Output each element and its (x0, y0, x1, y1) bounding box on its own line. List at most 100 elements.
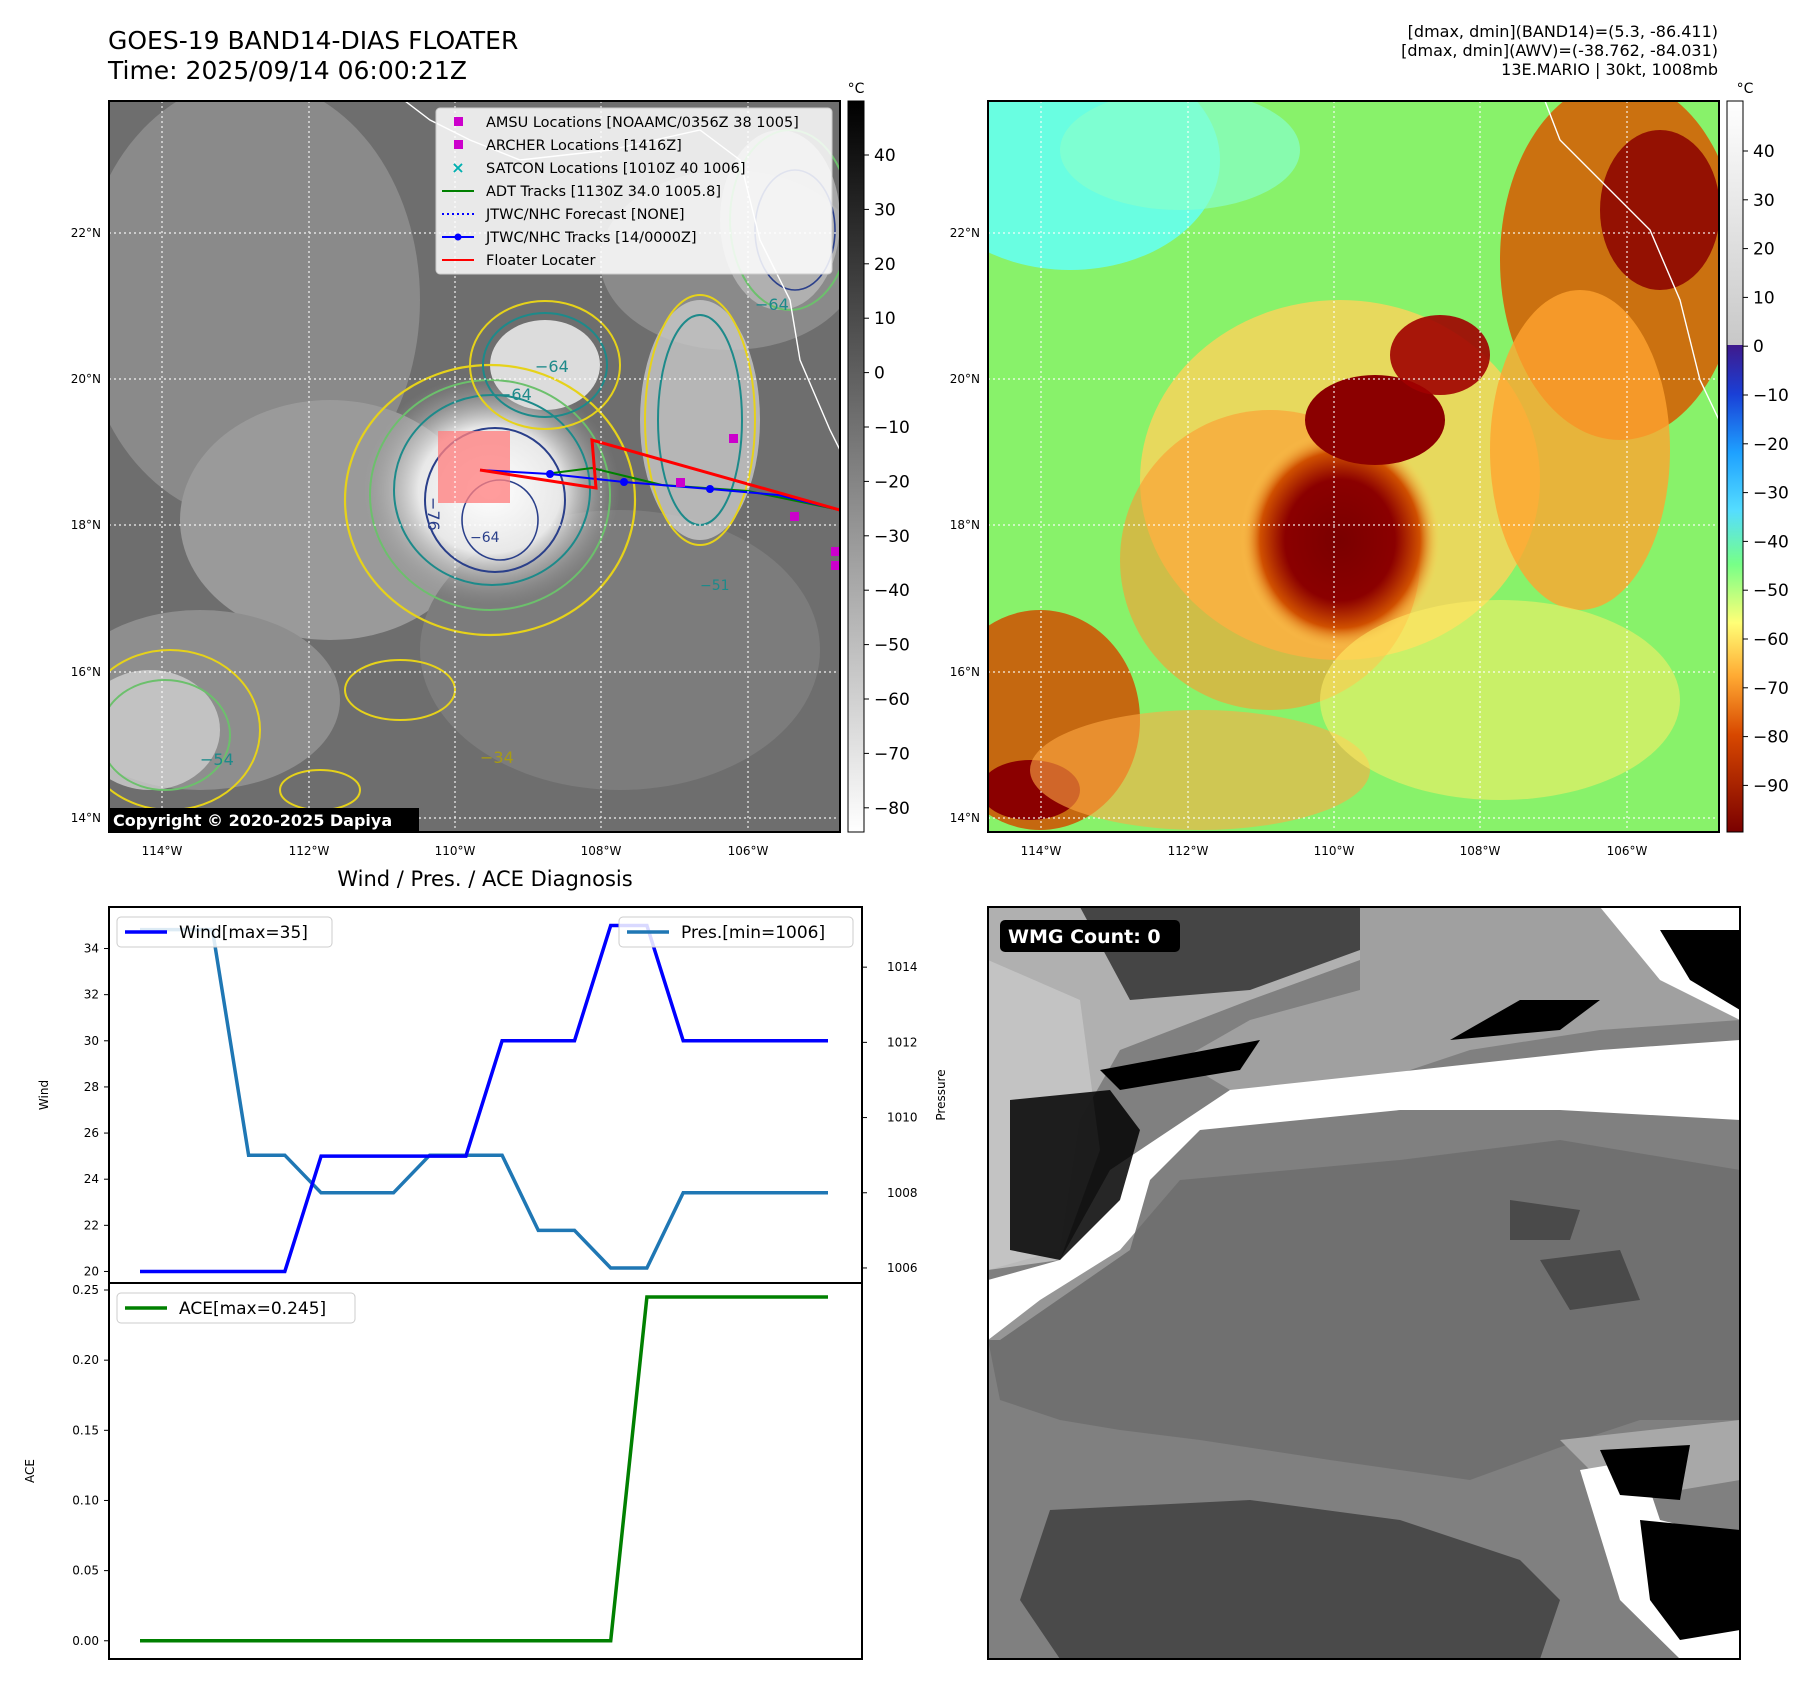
ace-tick-label: 0.20 (72, 1353, 99, 1367)
title-line-1: GOES-19 BAND14-DIAS FLOATER (108, 26, 519, 55)
colorbar-tick-label: 20 (1753, 240, 1775, 260)
wind-tick-label: 30 (84, 1034, 99, 1048)
lon-label: 114°W (1021, 844, 1062, 858)
legend-entry: Floater Locater (442, 253, 595, 269)
wind-tick-label: 22 (84, 1218, 99, 1232)
wind-tick-label: 28 (84, 1080, 99, 1094)
ace-tick-label: 0.15 (72, 1423, 99, 1437)
legend-entry: JTWC/NHC Forecast [NONE] (442, 207, 685, 223)
legend-marker: × (451, 158, 464, 177)
colorbar-tick-label: −30 (874, 527, 910, 547)
lat-label: 22°N (71, 226, 101, 240)
colorbar-tick-label: −60 (1753, 630, 1789, 650)
stats-line-2: [dmax, dmin](AWV)=(-38.762, -84.031) (1401, 41, 1718, 60)
colorbar-tick-label: 0 (1753, 337, 1764, 357)
pressure-axis-label: Pressure (934, 1069, 948, 1120)
pressure-tick-label: 1012 (887, 1035, 918, 1049)
legend-label: Pres.[min=1006] (681, 923, 825, 943)
awv-colorbar-lower (1727, 345, 1743, 832)
wind-tick-label: 24 (84, 1172, 99, 1186)
lon-label: 110°W (1314, 844, 1355, 858)
legend-label: Floater Locater (486, 253, 595, 269)
contour-label: −76 (424, 497, 443, 531)
colorbar-tick-label: −50 (1753, 581, 1789, 601)
colorbar-tick-label: −20 (1753, 435, 1789, 455)
awv-colorbar-unit: °C (1737, 81, 1754, 97)
wind-tick-label: 20 (84, 1264, 99, 1278)
colorbar-tick-label: −80 (874, 799, 910, 819)
lon-label: 112°W (1168, 844, 1209, 858)
colorbar-tick-label: −60 (874, 690, 910, 710)
ir-colorbar-unit: °C (848, 81, 865, 97)
contour-label: −64 (470, 530, 500, 546)
colorbar-tick-label: −20 (874, 472, 910, 492)
lat-label: 18°N (950, 518, 980, 532)
legend-label: JTWC/NHC Forecast [NONE] (485, 207, 685, 223)
colorbar-tick-label: 30 (874, 200, 896, 220)
colorbar-tick-label: 40 (874, 146, 896, 166)
lon-label: 108°W (1460, 844, 1501, 858)
colorbar-tick-label: 20 (874, 255, 896, 275)
lon-label: 108°W (581, 844, 622, 858)
stats-line-3: 13E.MARIO | 30kt, 1008mb (1501, 60, 1718, 79)
pressure-tick-label: 1008 (887, 1186, 918, 1200)
colorbar-tick-label: −70 (874, 744, 910, 764)
lon-label: 112°W (289, 844, 330, 858)
ir-legend: AMSU Locations [NOAAMC/0356Z 38 1005] ARC… (435, 107, 833, 275)
lat-label: 20°N (71, 372, 101, 386)
lon-label: 106°W (1607, 844, 1648, 858)
pressure-tick-label: 1006 (887, 1261, 918, 1275)
legend-label: JTWC/NHC Tracks [14/0000Z] (485, 230, 697, 246)
legend-entry: × SATCON Locations [1010Z 40 1006] (451, 158, 745, 177)
legend-box (116, 916, 333, 948)
lat-label: 22°N (950, 226, 980, 240)
ace-axes (108, 1282, 863, 1660)
pressure-tick-label: 1010 (887, 1111, 918, 1125)
stats-header: [dmax, dmin](BAND14)=(5.3, -86.411) [dma… (1401, 22, 1718, 79)
colorbar-tick-label: −40 (1753, 532, 1789, 552)
ace-tick-label: 0.25 (72, 1283, 99, 1297)
ir-colorbar (847, 100, 865, 833)
colorbar-tick-label: −80 (1753, 728, 1789, 748)
wmg-image (988, 907, 1740, 1659)
wind-axis-label: Wind (37, 1080, 51, 1110)
wind-tick-label: 34 (84, 942, 99, 956)
legend-box (618, 916, 854, 948)
pressure-legend: Pres.[min=1006] (618, 916, 854, 948)
ace-tick-label: 0.10 (72, 1493, 99, 1507)
legend-entry: ADT Tracks [1130Z 34.0 1005.8] (442, 184, 721, 200)
legend-label: ADT Tracks [1130Z 34.0 1005.8] (486, 184, 721, 200)
contour-label: −64 (755, 295, 789, 314)
legend-label: SATCON Locations [1010Z 40 1006] (486, 161, 745, 177)
contour-label: −64 (498, 385, 532, 404)
ace-tick-label: 0.00 (72, 1634, 99, 1648)
legend-marker (454, 140, 463, 149)
contour-label: −54 (200, 750, 234, 769)
lon-label: 114°W (142, 844, 183, 858)
legend-label: AMSU Locations [NOAAMC/0356Z 38 1005] (486, 115, 799, 131)
contour-label: −34 (480, 748, 514, 767)
colorbar-tick-label: 30 (1753, 191, 1775, 211)
lat-label: 16°N (71, 665, 101, 679)
wmg-count-label: WMG Count: 0 (1008, 926, 1161, 948)
colorbar-tick-label: 0 (874, 364, 885, 384)
lat-label: 14°N (71, 811, 101, 825)
contour-label: −51 (700, 578, 730, 594)
colorbar-tick-label: −50 (874, 636, 910, 656)
lat-label: 18°N (71, 518, 101, 532)
legend-entry: AMSU Locations [NOAAMC/0356Z 38 1005] (454, 115, 799, 131)
colorbar-tick-label: −10 (1753, 386, 1789, 406)
ace-legend: ACE[max=0.245] (116, 1292, 356, 1324)
lat-label: 16°N (950, 665, 980, 679)
wind-legend: Wind[max=35] (116, 916, 333, 948)
diag-title: Wind / Pres. / ACE Diagnosis (337, 867, 632, 891)
wind-series-line (140, 923, 828, 1274)
title-line-2: Time: 2025/09/14 06:00:21Z (108, 56, 467, 85)
contour-label: −64 (535, 357, 569, 376)
legend-entry: JTWC/NHC Tracks [14/0000Z] (442, 230, 697, 246)
ace-axis-label: ACE (23, 1459, 37, 1483)
legend-marker (454, 233, 462, 241)
colorbar-tick-label: −40 (874, 581, 910, 601)
colorbar-tick-label: 10 (1753, 288, 1775, 308)
